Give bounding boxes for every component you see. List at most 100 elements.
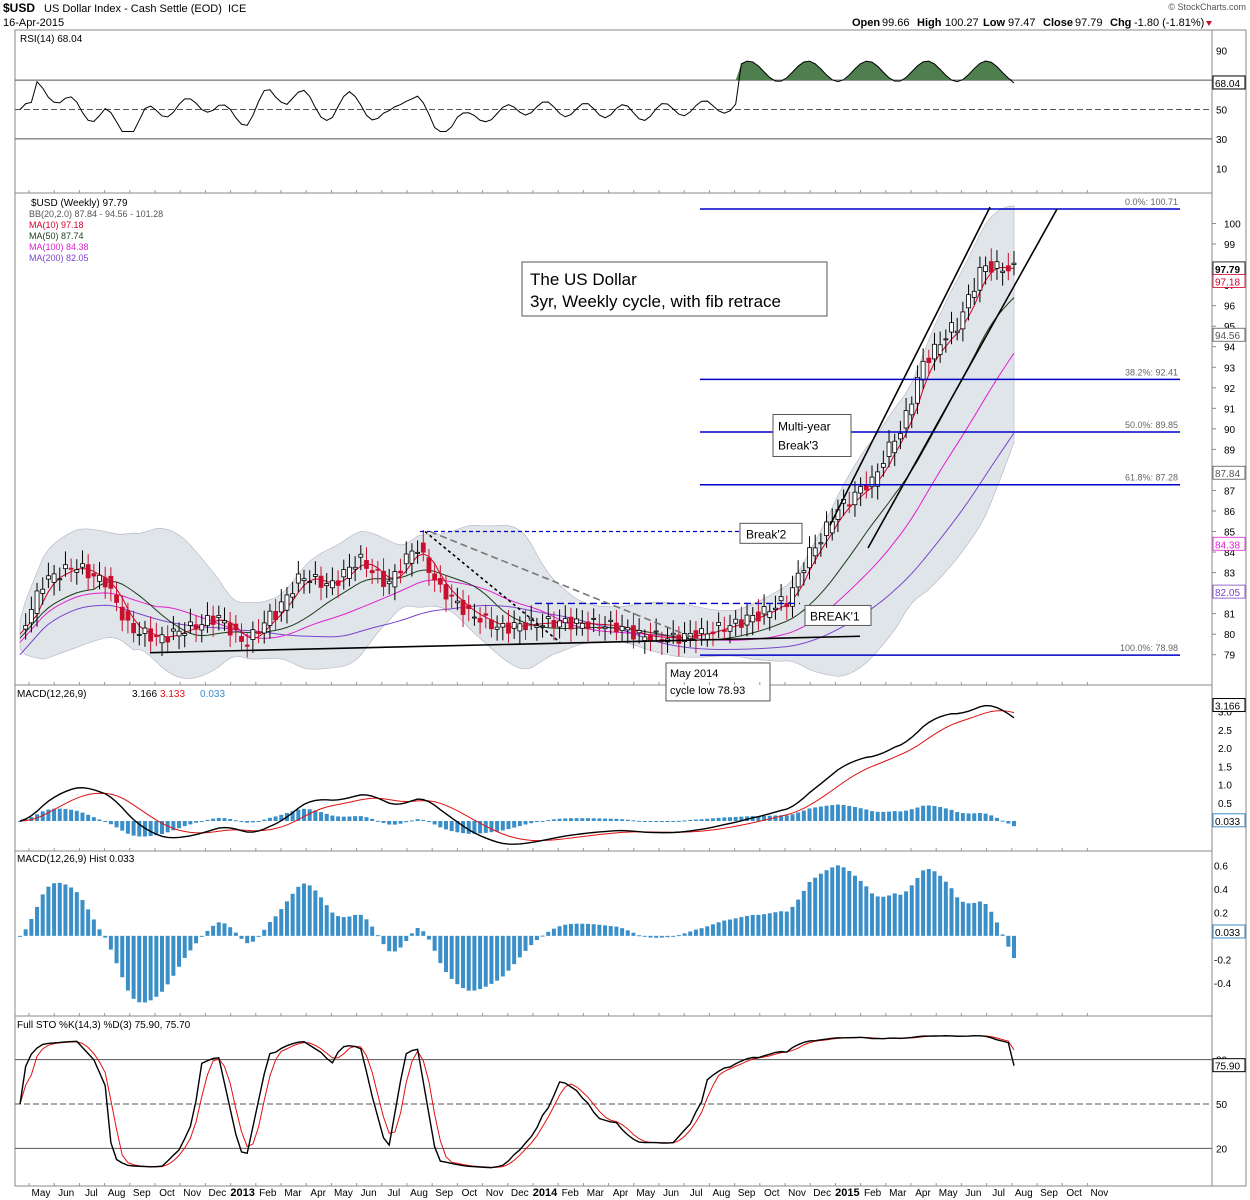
price-tick-label: 79: [1224, 651, 1236, 662]
chart-title-line2: 3yr, Weekly cycle, with fib retrace: [530, 292, 781, 311]
candle-body: [812, 547, 818, 557]
candle-body: [432, 573, 438, 581]
hist-bar: [171, 935, 176, 976]
hist-bar: [949, 888, 954, 936]
macd-line: [19, 704, 1015, 845]
hist-bar: [642, 935, 647, 937]
macd-hist-bar: [364, 817, 369, 821]
hist-bar: [319, 897, 324, 936]
macd-hist-bar: [279, 814, 284, 821]
macd-hist-bar: [665, 821, 670, 822]
candle-body: [244, 644, 250, 647]
ma10-line: [19, 266, 1015, 639]
candle-body: [506, 622, 511, 634]
macd-hist-bar: [938, 807, 943, 821]
macd-hist-bar: [904, 810, 909, 821]
macd-hist-panel: MACD(12,26,9) Hist 0.033 0.6 0.4 0.2 -0.2 -0…: [17, 854, 1246, 1003]
macd-hist-bar: [977, 812, 982, 821]
hist-bar: [654, 935, 659, 938]
macd-tick-label: 1.0: [1218, 781, 1232, 792]
hist-bar: [994, 922, 999, 936]
candle-body: [318, 575, 324, 588]
rsi-panel: RSI(14) 68.04 907050301068.04: [15, 34, 1246, 175]
price-value-label: 97.79: [1215, 265, 1240, 276]
macd-hist-bar: [688, 819, 693, 821]
macd-hist-bar: [296, 809, 301, 821]
candle-body: [347, 566, 352, 579]
candle-body: [915, 376, 920, 404]
candle-body: [568, 616, 574, 630]
price-tick-label: 99: [1224, 240, 1236, 251]
hist-bar: [489, 935, 494, 984]
candle-body: [682, 633, 687, 643]
macd-hist-bar: [603, 818, 608, 821]
panel-frame: [14, 1015, 1213, 1187]
hist-bar: [478, 935, 483, 990]
macd-hist-bar: [830, 805, 835, 821]
x-tick-label: May: [334, 1188, 353, 1199]
rsi-overbought-fill: [20, 61, 1014, 81]
macd-hist-bar: [864, 809, 869, 821]
x-tick-label: Sep: [1040, 1188, 1058, 1199]
chart-title-box: [521, 261, 828, 317]
hist-bar: [222, 923, 227, 936]
candle-body: [454, 600, 460, 604]
macd-hist-bar: [983, 813, 988, 821]
macd-hist-bar: [949, 809, 954, 821]
macd-hist-bar: [194, 821, 199, 823]
high-label: High: [917, 17, 942, 29]
hist-bar: [279, 909, 284, 936]
macd-hist-bar: [250, 821, 255, 823]
candle-body: [256, 631, 261, 634]
macd-hist-bar: [875, 811, 880, 821]
candle-body: [352, 566, 358, 570]
hist-bar: [540, 935, 545, 937]
candle-body: [926, 357, 932, 363]
hist-bar: [330, 912, 335, 936]
macd-hist-bar: [347, 816, 352, 821]
candle-body: [699, 628, 704, 634]
hist-bar: [398, 935, 403, 948]
price-scale-frame: [1211, 29, 1247, 1187]
hist-bar: [415, 927, 420, 936]
hist-bar: [461, 935, 466, 989]
cycle-low-line2: cycle low 78.93: [670, 685, 745, 697]
hist-bar: [773, 912, 778, 936]
x-tick-label: Aug: [1015, 1188, 1033, 1199]
macd-hist-bar: [495, 821, 500, 832]
candle-body: [909, 403, 915, 416]
macd-hist-bar: [228, 818, 233, 821]
candle-body: [119, 606, 125, 621]
macd-hist-bar: [256, 821, 261, 822]
macd-hist-bar: [108, 821, 113, 825]
hist-bar: [966, 903, 971, 936]
hist-bar: [148, 935, 153, 1001]
candle-body: [494, 626, 500, 630]
x-tick-label: Oct: [764, 1188, 780, 1199]
macd-hist-bar: [966, 813, 971, 821]
macd-hist-bar: [398, 821, 403, 824]
sto-tick-label: 20: [1216, 1144, 1228, 1155]
hist-bar: [870, 893, 874, 936]
hist-bar: [313, 890, 318, 936]
price-tick-label: 93: [1224, 363, 1236, 374]
x-tick-label: Mar: [889, 1188, 907, 1199]
candle-body: [392, 571, 398, 588]
macd-hist-bar: [972, 813, 977, 821]
candle-body: [676, 634, 682, 644]
hist-bar: [568, 923, 573, 936]
candle-body: [551, 620, 557, 628]
macd-hist-bar: [716, 817, 721, 821]
price-value-label: 94.56: [1215, 331, 1240, 342]
ohlc-summary: Open 99.66 High 100.27 Low 97.47 Close 9…: [852, 17, 1212, 29]
candle-body: [579, 622, 585, 629]
rsi-tick-label: 50: [1216, 106, 1228, 117]
price-value-tag: [1212, 274, 1246, 288]
candle-body: [51, 573, 57, 583]
hist-bar: [165, 935, 170, 985]
candle-body: [68, 567, 74, 570]
macd-hist-bar: [637, 820, 642, 822]
hist-bar: [881, 896, 886, 936]
candle-body: [937, 344, 943, 355]
macd-hist-bar: [148, 821, 153, 837]
